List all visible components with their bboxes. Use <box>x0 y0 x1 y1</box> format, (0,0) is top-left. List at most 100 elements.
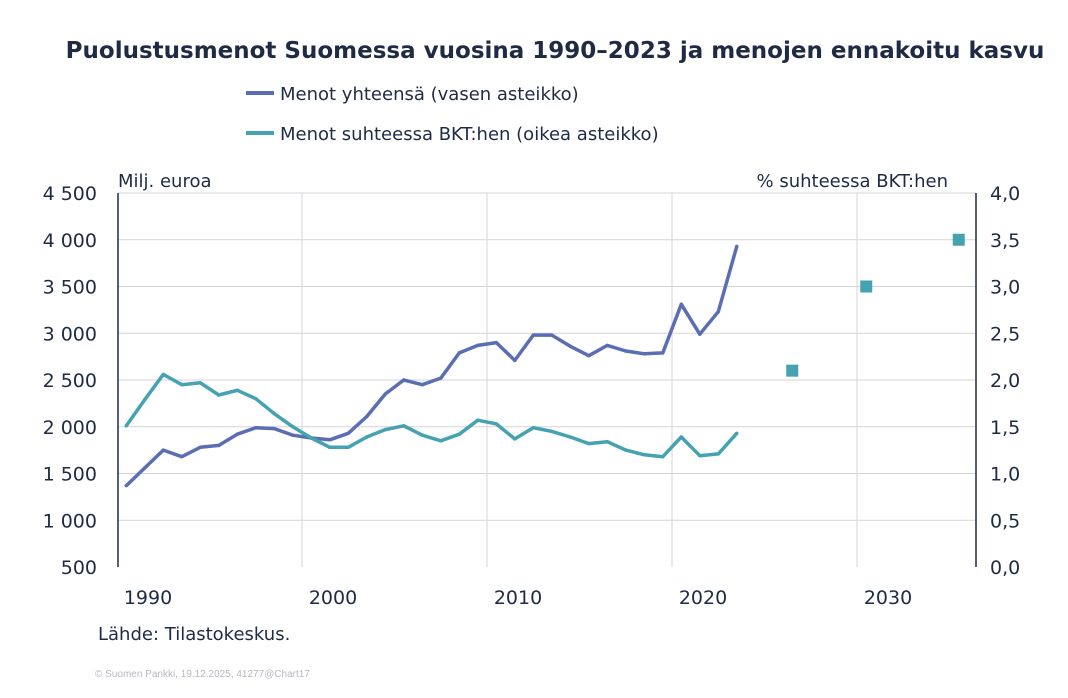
y-left-tick-label: 4 000 <box>43 230 97 252</box>
data-point-0 <box>143 466 147 470</box>
data-point-1 <box>457 432 461 436</box>
data-point-1 <box>272 411 276 416</box>
data-point-1 <box>698 454 702 458</box>
source-note: Lähde: Tilastokeskus. <box>98 624 290 645</box>
legend-label-menot: Menot yhteensä (vasen asteikko) <box>280 84 579 105</box>
data-point-0 <box>642 352 646 356</box>
y-left-tick-label: 3 500 <box>43 277 97 299</box>
data-point-1 <box>679 435 683 439</box>
data-point-0 <box>476 343 480 348</box>
data-point-0 <box>254 425 258 430</box>
data-point-1 <box>143 397 147 402</box>
data-point-0 <box>457 351 461 355</box>
data-point-0 <box>735 244 739 248</box>
y-right-tick-label: 3,0 <box>990 277 1020 299</box>
data-point-0 <box>716 310 720 314</box>
footer-copyright: © Suomen Pankki, 19.12.2025, 41277@Chart… <box>95 669 310 680</box>
data-point-0 <box>198 445 202 450</box>
data-point-0 <box>698 332 702 336</box>
data-point-1 <box>568 435 572 439</box>
data-point-0 <box>494 340 498 345</box>
projection-marker <box>786 364 799 377</box>
data-point-1 <box>383 427 387 432</box>
chart-title: Puolustusmenot Suomessa vuosina 1990–202… <box>66 38 1045 64</box>
data-point-1 <box>531 425 535 430</box>
y-right-label: % suhteessa BKT:hen <box>757 171 948 192</box>
data-point-1 <box>476 418 480 422</box>
x-tick-label: 2000 <box>309 587 357 609</box>
data-point-0 <box>420 382 424 387</box>
data-point-0 <box>180 454 184 459</box>
data-point-0 <box>291 433 295 437</box>
y-left-tick-label: 1 500 <box>43 464 97 486</box>
x-tick-label: 2010 <box>494 587 542 609</box>
data-point-1 <box>328 445 332 450</box>
series-line-1 <box>124 372 739 459</box>
data-point-0 <box>124 483 128 488</box>
data-point-0 <box>161 448 165 452</box>
legend-label-bkt: Menot suhteessa BKT:hen (oikea asteikko) <box>280 124 659 145</box>
data-point-1 <box>624 448 628 452</box>
data-point-1 <box>346 445 350 450</box>
projection-marker <box>952 233 965 246</box>
x-tick-label: 1990 <box>124 587 172 609</box>
data-point-1 <box>254 397 258 401</box>
data-point-1 <box>661 454 665 459</box>
y-left-tick-label: 500 <box>61 557 97 579</box>
projection-marker <box>860 280 873 293</box>
data-point-1 <box>587 441 591 446</box>
data-point-0 <box>531 333 535 337</box>
data-point-1 <box>235 388 239 392</box>
data-point-0 <box>217 443 221 448</box>
data-point-0 <box>439 376 443 380</box>
data-point-1 <box>217 393 221 397</box>
data-point-0 <box>550 333 554 337</box>
y-left-tick-label: 4 500 <box>43 183 97 205</box>
y-right-tick-label: 0,0 <box>990 557 1020 579</box>
data-point-1 <box>605 440 609 444</box>
data-point-1 <box>513 437 517 441</box>
data-point-1 <box>642 453 646 457</box>
data-point-0 <box>661 351 665 355</box>
y-right-tick-label: 3,5 <box>990 230 1020 252</box>
y-right-tick-label: 2,0 <box>990 370 1020 392</box>
y-right-tick-label: 1,5 <box>990 417 1020 439</box>
data-point-1 <box>365 435 369 439</box>
y-right-tick-label: 1,0 <box>990 464 1020 486</box>
data-point-1 <box>420 433 424 437</box>
x-tick-label: 2030 <box>864 587 912 609</box>
data-point-1 <box>494 422 498 426</box>
data-point-1 <box>439 439 443 443</box>
y-left-tick-label: 2 000 <box>43 417 97 439</box>
data-point-0 <box>272 426 276 431</box>
data-point-0 <box>587 353 591 358</box>
data-point-0 <box>328 438 332 442</box>
data-point-1 <box>161 372 165 377</box>
y-left-tick-label: 1 000 <box>43 510 97 532</box>
data-point-0 <box>513 358 517 363</box>
y-left-tick-label: 3 000 <box>43 323 97 345</box>
data-point-0 <box>365 414 369 419</box>
y-left-label: Milj. euroa <box>118 171 212 192</box>
data-point-1 <box>402 424 406 428</box>
y-right-tick-label: 4,0 <box>990 183 1020 205</box>
data-point-0 <box>346 431 350 435</box>
data-point-1 <box>735 431 739 435</box>
data-point-1 <box>309 436 313 440</box>
y-right-tick-label: 2,5 <box>990 323 1020 345</box>
data-point-0 <box>402 378 406 382</box>
data-point-1 <box>180 382 184 387</box>
data-point-0 <box>679 302 683 306</box>
data-point-0 <box>235 432 239 436</box>
data-point-0 <box>383 392 387 396</box>
data-point-0 <box>605 343 609 348</box>
x-tick-label: 2020 <box>679 587 727 609</box>
y-left-tick-label: 2 500 <box>43 370 97 392</box>
data-point-1 <box>198 381 202 385</box>
data-point-1 <box>550 429 554 434</box>
data-point-1 <box>291 425 295 429</box>
data-point-1 <box>716 452 720 456</box>
data-point-1 <box>124 424 128 428</box>
